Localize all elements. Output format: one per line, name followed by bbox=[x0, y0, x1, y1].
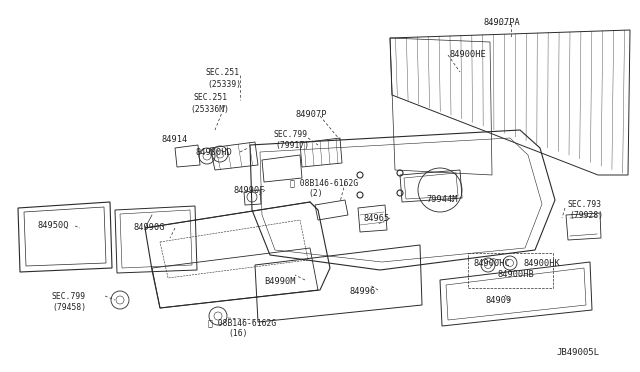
Text: (79458): (79458) bbox=[52, 303, 86, 312]
Text: 84950Q: 84950Q bbox=[37, 221, 68, 230]
Text: SEC.799: SEC.799 bbox=[273, 130, 307, 139]
Text: 84900HK: 84900HK bbox=[524, 259, 561, 268]
Text: (79928): (79928) bbox=[569, 211, 603, 220]
Text: (79917): (79917) bbox=[275, 141, 309, 150]
Text: SEC.793: SEC.793 bbox=[567, 200, 601, 209]
Text: 84965: 84965 bbox=[364, 214, 390, 223]
Text: SEC.251: SEC.251 bbox=[193, 93, 227, 102]
Text: 84907P: 84907P bbox=[295, 110, 326, 119]
Text: (25339): (25339) bbox=[207, 80, 241, 89]
Text: 84914: 84914 bbox=[162, 135, 188, 144]
Text: B4990M: B4990M bbox=[264, 277, 296, 286]
Text: 84996: 84996 bbox=[349, 287, 375, 296]
Text: 84990F: 84990F bbox=[234, 186, 266, 195]
Text: 84990G: 84990G bbox=[133, 223, 164, 232]
Text: 84909: 84909 bbox=[486, 296, 512, 305]
Text: 84907PA: 84907PA bbox=[484, 18, 521, 27]
Text: 84900HD: 84900HD bbox=[195, 148, 232, 157]
Text: 84900HB: 84900HB bbox=[497, 270, 534, 279]
Text: SEC.251: SEC.251 bbox=[205, 68, 239, 77]
Text: ② 08B146-6162G: ② 08B146-6162G bbox=[208, 318, 276, 327]
Text: (25336M): (25336M) bbox=[190, 105, 229, 114]
Text: JB49005L: JB49005L bbox=[556, 348, 599, 357]
Text: (16): (16) bbox=[228, 329, 248, 338]
Text: ② 08B146-6162G: ② 08B146-6162G bbox=[290, 178, 358, 187]
Text: (2): (2) bbox=[308, 189, 323, 198]
Text: 79944M: 79944M bbox=[426, 195, 458, 204]
Text: SEC.799: SEC.799 bbox=[51, 292, 85, 301]
Text: 84900HE: 84900HE bbox=[450, 50, 487, 59]
Text: 84900HC: 84900HC bbox=[474, 259, 511, 268]
